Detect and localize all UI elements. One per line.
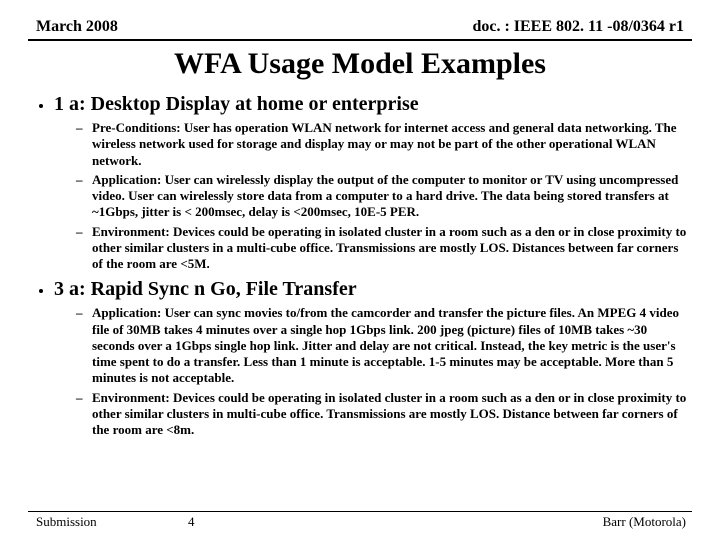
header-rule (28, 39, 692, 41)
slide-footer: Submission 4 Barr (Motorola) (28, 511, 692, 530)
header-date: March 2008 (36, 18, 118, 36)
footer-row: Submission 4 Barr (Motorola) (28, 514, 692, 530)
footer-rule (28, 511, 692, 512)
bullet-item: Pre-Conditions: User has operation WLAN … (76, 120, 692, 169)
bullet-item: Application: User can sync movies to/fro… (76, 305, 692, 386)
header-docnum: doc. : IEEE 802. 11 -08/0364 r1 (472, 18, 684, 36)
section-2-bullets: Application: User can sync movies to/fro… (54, 305, 692, 438)
slide-title: WFA Usage Model Examples (28, 47, 692, 81)
bullet-item: Environment: Devices could be operating … (76, 224, 692, 273)
section-heading: 1 a: Desktop Display at home or enterpri… (54, 93, 692, 116)
footer-page-number: 4 (188, 514, 195, 530)
bullet-item: Application: User can wirelessly display… (76, 172, 692, 221)
section-2: 3 a: Rapid Sync n Go, File Transfer Appl… (54, 278, 692, 438)
footer-author: Barr (Motorola) (603, 514, 692, 530)
bullet-item: Environment: Devices could be operating … (76, 390, 692, 439)
section-heading: 3 a: Rapid Sync n Go, File Transfer (54, 278, 692, 301)
content-list: 1 a: Desktop Display at home or enterpri… (28, 93, 692, 438)
section-1-bullets: Pre-Conditions: User has operation WLAN … (54, 120, 692, 272)
slide-header: March 2008 doc. : IEEE 802. 11 -08/0364 … (28, 18, 692, 38)
section-1: 1 a: Desktop Display at home or enterpri… (54, 93, 692, 272)
footer-left: Submission (28, 514, 97, 530)
